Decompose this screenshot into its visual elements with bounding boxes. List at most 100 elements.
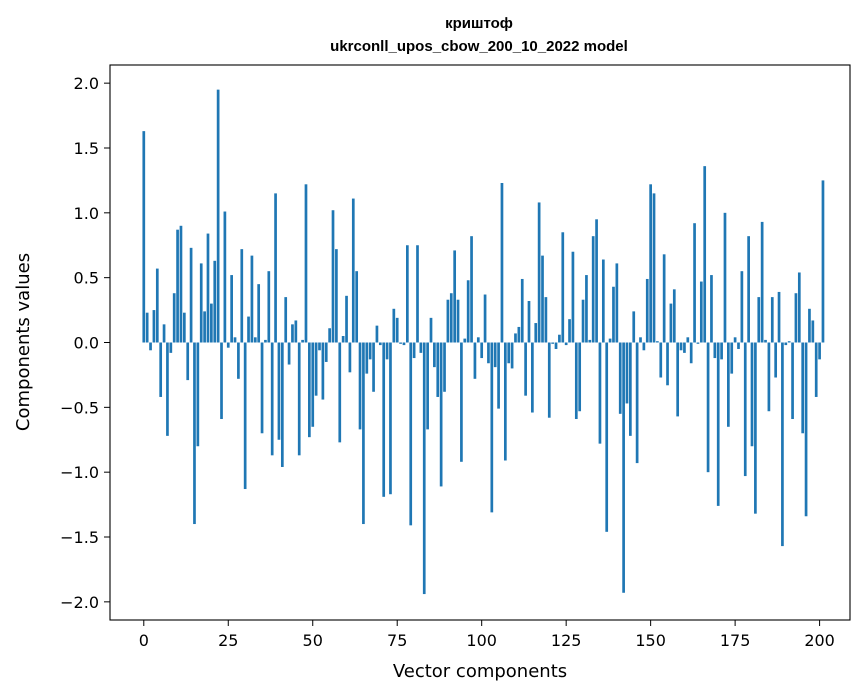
bar-9	[172, 293, 176, 343]
bar-150	[649, 184, 652, 343]
bar-78	[406, 245, 409, 343]
bar-201	[821, 180, 825, 343]
bar-181	[754, 342, 757, 514]
bar-65	[362, 342, 365, 525]
bar-128	[574, 342, 578, 420]
bar-152	[656, 341, 659, 343]
bar-154	[662, 254, 666, 343]
bar-140	[615, 263, 619, 343]
bar-174	[730, 342, 734, 374]
x-tick-label: 125	[551, 631, 582, 650]
bar-18	[203, 311, 206, 343]
bar-83	[422, 342, 426, 595]
bar-171	[720, 342, 723, 360]
bar-138	[608, 338, 612, 343]
bar-99	[476, 337, 480, 343]
bar-29	[240, 249, 244, 343]
bar-163	[693, 223, 696, 343]
bar-81	[416, 245, 419, 343]
bar-2	[149, 342, 152, 351]
bar-0	[142, 131, 146, 343]
bar-3	[152, 310, 156, 343]
bar-46	[297, 342, 301, 456]
bar-38	[270, 342, 274, 456]
bar-144	[629, 342, 632, 436]
bar-66	[365, 342, 369, 374]
y-tick-label: −1.5	[60, 528, 99, 547]
bar-30	[243, 342, 247, 490]
bar-92	[453, 250, 457, 343]
bar-16	[196, 342, 200, 447]
bar-60	[345, 295, 348, 343]
bar-200	[818, 342, 821, 360]
bar-70	[378, 342, 382, 346]
bar-198	[811, 320, 815, 343]
bar-107	[503, 342, 507, 461]
bar-82	[419, 342, 423, 353]
bar-160	[683, 342, 686, 353]
bar-141	[618, 342, 622, 414]
bar-169	[713, 342, 717, 359]
bar-193	[794, 293, 798, 343]
bar-106	[500, 183, 504, 343]
bar-84	[426, 342, 429, 430]
bar-117	[537, 202, 541, 343]
bar-118	[541, 255, 544, 343]
bar-72	[385, 342, 389, 360]
bar-47	[301, 339, 304, 343]
bar-19	[206, 233, 210, 343]
bar-180	[750, 342, 754, 447]
bar-124	[561, 232, 565, 343]
x-tick-label: 100	[466, 631, 497, 650]
bar-153	[659, 342, 663, 378]
x-tick-label: 150	[635, 631, 666, 650]
bar-182	[757, 297, 761, 343]
x-axis-ticks: 0 25 50 75 100 125 150 175 200	[139, 620, 835, 650]
bar-149	[645, 278, 649, 343]
bar-74	[392, 308, 396, 343]
bar-179	[747, 236, 750, 343]
bar-77	[402, 342, 406, 346]
bar-51	[314, 342, 318, 396]
bar-189	[781, 342, 784, 547]
bar-7	[166, 342, 169, 436]
bar-199	[814, 342, 818, 397]
bar-8	[169, 342, 173, 353]
bar-12	[182, 312, 186, 343]
bar-151	[652, 193, 656, 343]
bar-167	[706, 342, 710, 473]
bar-156	[669, 303, 673, 343]
bar-23	[220, 342, 223, 420]
y-tick-label: 0.5	[74, 269, 99, 288]
bar-165	[699, 281, 703, 343]
bar-173	[727, 342, 730, 427]
bar-114	[527, 301, 531, 343]
bar-177	[740, 271, 744, 343]
bar-194	[797, 272, 801, 343]
bar-5	[159, 342, 163, 397]
bar-63	[355, 271, 359, 343]
bar-102	[487, 342, 490, 364]
bar-41	[280, 342, 284, 467]
bar-44	[291, 324, 294, 343]
bar-54	[324, 342, 328, 362]
bar-48	[304, 184, 308, 343]
bar-122	[554, 342, 558, 349]
bar-115	[531, 342, 534, 413]
chart-title: криштоф	[445, 15, 513, 32]
bar-136	[601, 259, 605, 343]
bar-67	[368, 342, 372, 360]
bar-37	[267, 271, 271, 343]
bar-42	[284, 297, 288, 343]
bar-14	[189, 247, 193, 343]
bar-31	[247, 316, 250, 343]
bar-55	[328, 328, 331, 343]
bar-91	[449, 293, 453, 343]
bar-132	[588, 339, 592, 343]
bar-105	[497, 342, 500, 409]
bar-119	[544, 297, 548, 343]
bar-6	[162, 324, 166, 343]
y-tick-label: 1.0	[74, 204, 99, 223]
bar-125	[564, 342, 568, 346]
